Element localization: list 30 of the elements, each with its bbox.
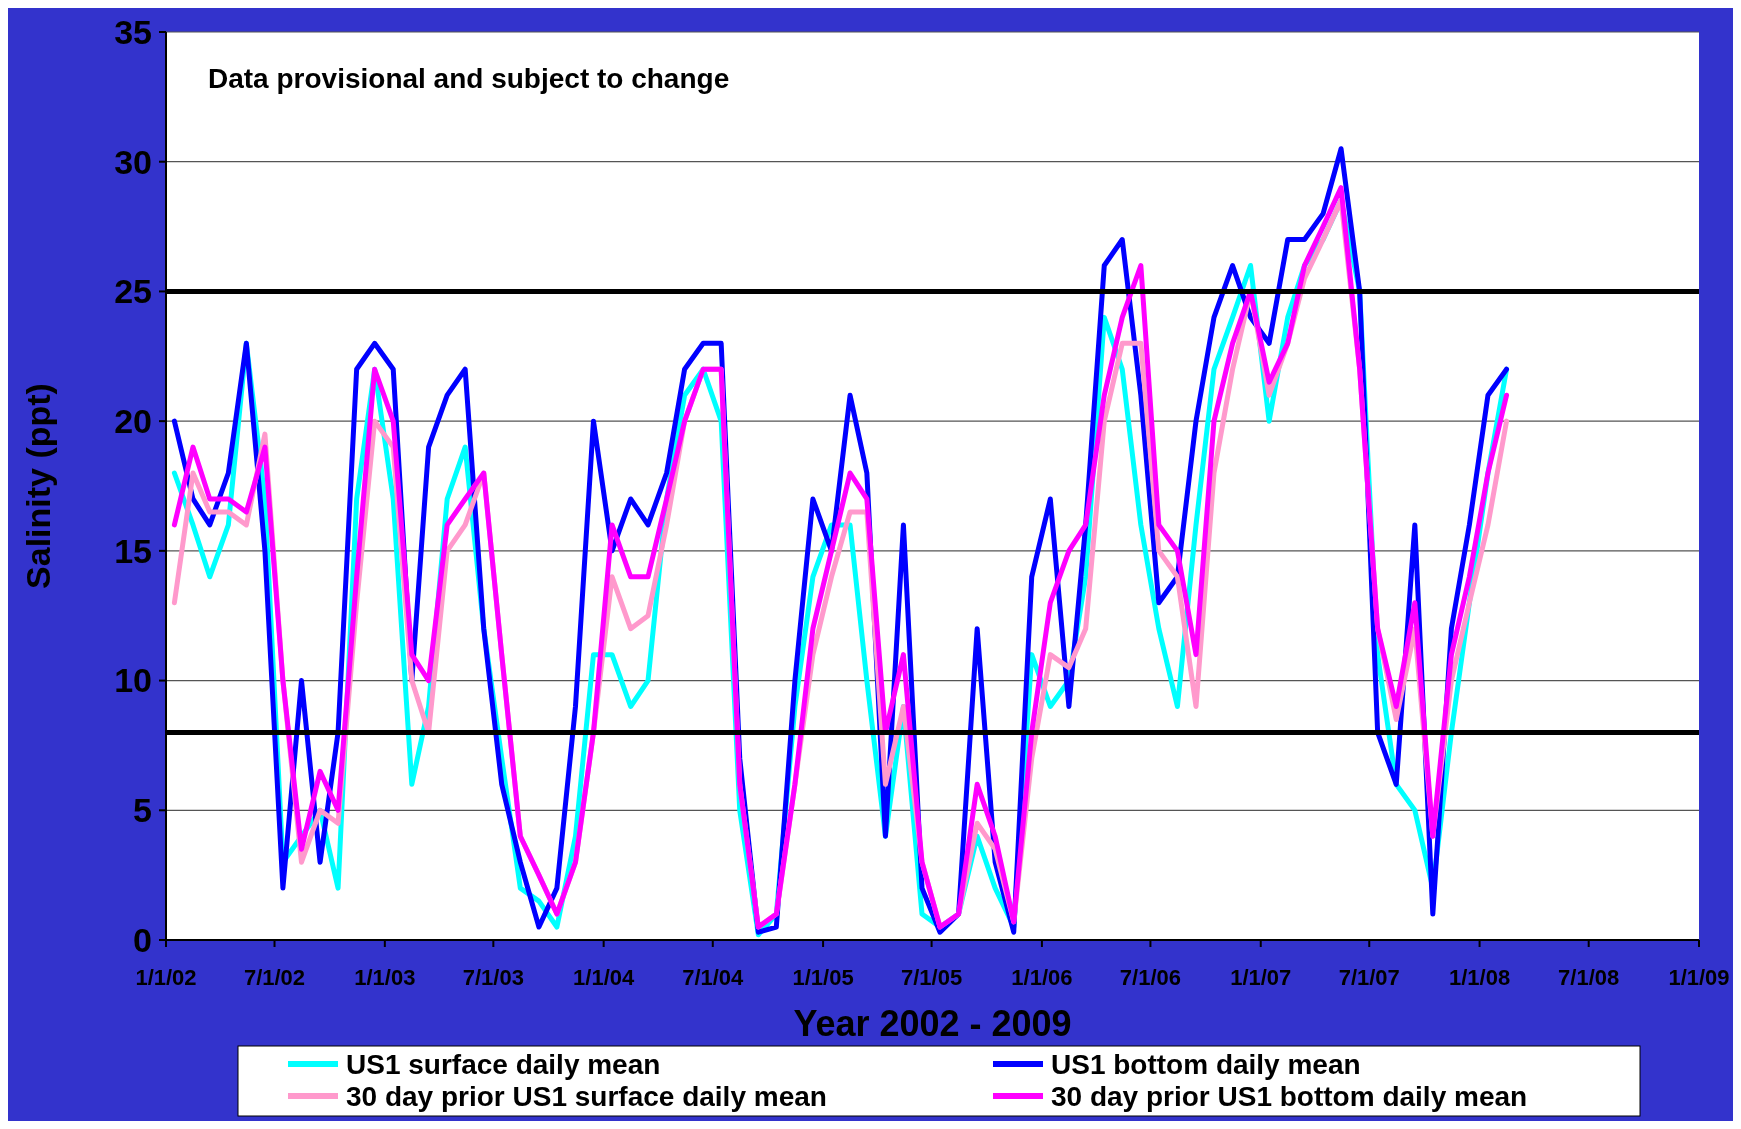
- legend-label: 30 day prior US1 bottom daily mean: [1051, 1080, 1528, 1112]
- y-tick-label: 30: [114, 142, 152, 181]
- x-tick-label: 7/1/07: [1338, 965, 1400, 990]
- legend-label: US1 bottom daily mean: [1051, 1048, 1361, 1080]
- x-tick-label: 1/1/07: [1230, 965, 1292, 990]
- legend-label: 30 day prior US1 surface daily mean: [346, 1080, 827, 1112]
- x-tick-label: 1/1/05: [792, 965, 854, 990]
- x-tick-label: 7/1/08: [1558, 965, 1620, 990]
- x-tick-label: 7/1/03: [462, 965, 524, 990]
- y-axis-title: Salinity (ppt): [19, 383, 57, 589]
- x-tick-label: 1/1/06: [1011, 965, 1073, 990]
- y-tick-label: 0: [133, 920, 152, 959]
- x-tick-label: 7/1/06: [1119, 965, 1182, 990]
- x-tick-label: 1/1/04: [573, 965, 635, 990]
- y-tick-label: 5: [133, 791, 152, 830]
- legend-label: US1 surface daily mean: [346, 1048, 661, 1080]
- y-tick-label: 25: [114, 272, 152, 311]
- x-axis-title: Year 2002 - 2009: [793, 1003, 1072, 1044]
- annotation: Data provisional and subject to change: [208, 63, 730, 94]
- x-tick-label: 1/1/09: [1668, 965, 1730, 990]
- y-tick-label: 15: [114, 531, 152, 570]
- x-tick-label: 1/1/03: [354, 965, 416, 990]
- x-tick-label: 1/1/02: [135, 965, 197, 990]
- x-tick-label: 1/1/08: [1448, 965, 1511, 990]
- x-tick-label: 7/1/05: [901, 965, 963, 990]
- y-tick-label: 35: [114, 12, 152, 51]
- x-tick-label: 7/1/02: [243, 965, 306, 990]
- y-tick-label: 10: [114, 661, 152, 700]
- y-tick-label: 20: [114, 402, 152, 441]
- x-tick-label: 7/1/04: [682, 965, 745, 990]
